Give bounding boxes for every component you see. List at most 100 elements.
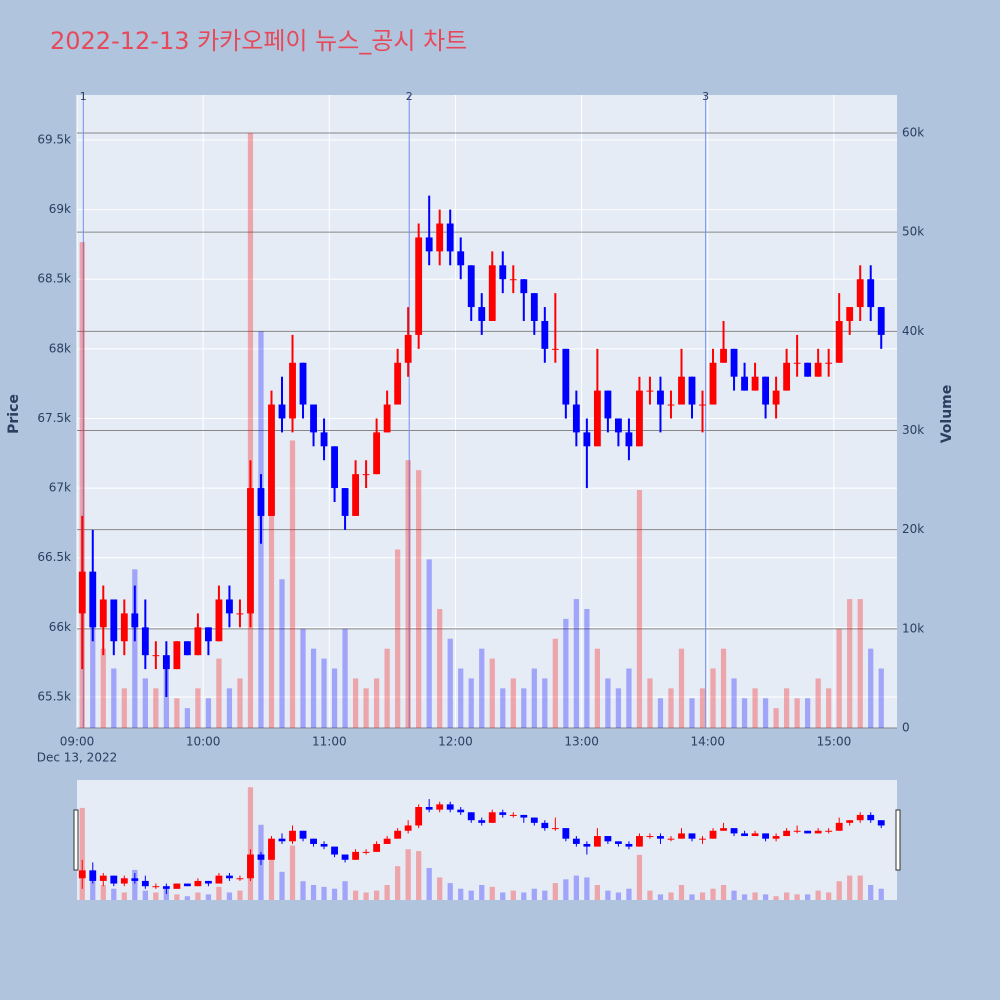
- candle-body: [289, 362, 296, 419]
- candle-body: [709, 362, 717, 405]
- candle-body: [572, 404, 580, 433]
- slider-candle-body: [541, 822, 549, 829]
- candle-body: [741, 376, 748, 391]
- y-tick-label: 67k: [49, 481, 71, 495]
- candle-body: [373, 432, 381, 475]
- x-tick-label: 13:00: [564, 735, 599, 749]
- slider-candle-body: [478, 820, 486, 823]
- candle-body: [856, 279, 864, 308]
- slider-candle-body: [204, 880, 212, 884]
- slider-candle-body: [394, 830, 402, 839]
- slider-candle-body: [89, 870, 97, 881]
- slider-volume-bar: [90, 871, 96, 900]
- candle-body: [467, 265, 475, 308]
- candle-body: [667, 404, 675, 406]
- slider-volume-bar: [331, 888, 338, 900]
- candle-body: [299, 362, 307, 405]
- y2-tick-label: 60k: [902, 125, 924, 139]
- slider-candle-body: [720, 828, 727, 831]
- slider-volume-bar: [647, 890, 653, 900]
- slider-volume-bar: [468, 890, 474, 900]
- volume-bar: [226, 688, 233, 728]
- slider-candle-body: [625, 843, 633, 847]
- range-handle[interactable]: [895, 809, 901, 871]
- slider-volume-bar: [878, 888, 884, 900]
- slider-candle-body: [783, 830, 791, 837]
- candle-body: [204, 627, 212, 642]
- volume-bar: [447, 638, 453, 728]
- candle-body: [846, 307, 854, 321]
- slider-volume-bar: [773, 896, 779, 900]
- slider-volume-bar: [426, 868, 432, 900]
- volume-bar: [426, 559, 432, 728]
- volume-bar: [868, 648, 874, 728]
- slider-volume-bar: [184, 896, 191, 900]
- volume-bar: [373, 678, 380, 728]
- slider-volume-bar: [437, 877, 443, 900]
- slider-volume-bar: [268, 858, 275, 900]
- slider-volume-bar: [153, 892, 159, 900]
- slider-candle-body: [415, 807, 423, 826]
- candle-body: [509, 279, 517, 281]
- slider-candle-body: [257, 854, 265, 860]
- slider-candle-body: [751, 833, 759, 837]
- slider-volume-bar: [142, 890, 148, 900]
- candle-body: [89, 571, 97, 628]
- slider-volume-bar: [100, 884, 106, 900]
- slider-candle-body: [331, 846, 338, 855]
- slider-volume-bar: [310, 884, 317, 900]
- candle-body: [131, 613, 139, 628]
- y-tick-label: 66.5k: [37, 550, 71, 564]
- candle-body: [320, 432, 328, 447]
- slider-volume-bar: [479, 884, 485, 900]
- candle-body: [730, 348, 738, 377]
- slider-candle-body: [867, 814, 875, 821]
- volume-bar: [321, 658, 327, 728]
- volume-bar: [121, 688, 127, 728]
- y-tick-label: 68.5k: [37, 272, 71, 286]
- slider-candle-body: [488, 812, 496, 823]
- candle-body: [678, 376, 685, 405]
- volume-bar: [479, 648, 485, 728]
- slider-volume-bar: [836, 881, 842, 900]
- slider-candle-body: [226, 875, 233, 879]
- slider-volume-bar: [416, 851, 422, 900]
- slider-candle-body: [120, 878, 128, 884]
- slider-candle-body: [362, 851, 370, 853]
- slider-volume-bar: [731, 890, 737, 900]
- candle-body: [215, 599, 223, 642]
- candle-body: [877, 307, 885, 335]
- slider-volume-bar: [111, 888, 117, 900]
- candle-body: [562, 348, 570, 405]
- candle-body: [310, 404, 317, 433]
- slider-volume-bar: [783, 892, 790, 900]
- slider-candle-body: [688, 833, 696, 839]
- slider-candle-body: [604, 836, 612, 842]
- volume-bar: [142, 678, 148, 728]
- candle-body: [783, 362, 791, 391]
- y-axis-title: Price: [6, 394, 22, 434]
- slider-volume-bar: [289, 845, 296, 900]
- slider-volume-bar: [678, 884, 685, 900]
- range-handle[interactable]: [73, 809, 79, 871]
- candle-body: [614, 418, 622, 433]
- slider-volume-bar: [447, 883, 453, 900]
- slider-candle-body: [583, 843, 591, 847]
- volume-bar: [416, 470, 422, 728]
- candle-body: [268, 404, 275, 516]
- y2-tick-label: 50k: [902, 225, 924, 239]
- range-slider[interactable]: [77, 780, 897, 900]
- volume-bar: [615, 688, 622, 728]
- slider-volume-bar: [542, 890, 548, 900]
- volume-bar: [111, 668, 117, 728]
- volume-bar: [836, 628, 842, 728]
- y2-tick-label: 0: [902, 721, 910, 735]
- slider-volume-bar: [720, 884, 727, 900]
- chart-title: 2022-12-13 카카오페이 뉴스_공시 차트: [50, 27, 467, 55]
- candle-body: [331, 446, 338, 489]
- volume-bar: [79, 242, 85, 729]
- slider-candle-body: [341, 854, 349, 860]
- y2-tick-label: 40k: [902, 324, 924, 338]
- slider-candle-body: [215, 875, 223, 884]
- volume-bar: [90, 579, 96, 728]
